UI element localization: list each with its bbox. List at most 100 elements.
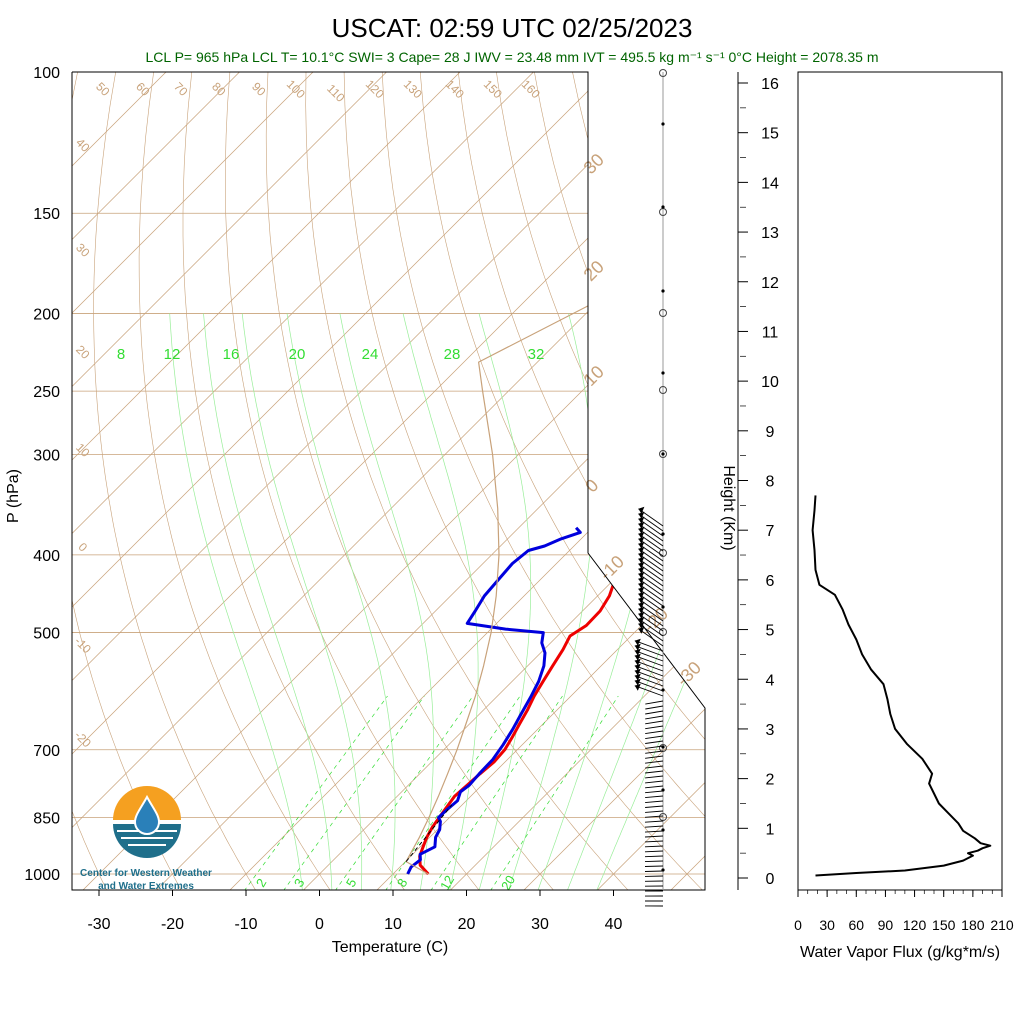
dry-adiabat-line	[46, 72, 181, 891]
wind-barb	[645, 726, 663, 729]
isotherm-line	[376, 72, 1024, 891]
flux-tick-label: 90	[878, 917, 894, 933]
flux-tick-label: 210	[990, 917, 1014, 933]
wind-barb	[645, 806, 663, 808]
theta-label: -10	[72, 634, 94, 656]
dry-adiabat-line	[94, 72, 257, 891]
theta-label: -20	[72, 728, 94, 750]
dry-adiabat-line	[183, 72, 405, 891]
height-tick-label: 4	[766, 672, 775, 689]
wind-barb	[645, 741, 663, 744]
flux-profile-line	[813, 495, 991, 875]
moist-adiabat-line	[204, 313, 332, 891]
pressure-tick-label: 100	[33, 65, 60, 82]
pressure-tick-label: 150	[33, 206, 60, 223]
wind-level-dot	[661, 452, 664, 455]
dry-adiabat-line	[801, 72, 1024, 891]
isotherm-line	[0, 72, 460, 891]
mixing-ratio-label: 5	[343, 876, 360, 890]
wind-barb-column	[635, 70, 667, 907]
y-axis-label: P (hPa)	[5, 469, 22, 523]
flux-tick-label: 120	[903, 917, 927, 933]
flux-tick-label: 60	[848, 917, 864, 933]
wind-level-dot	[661, 122, 664, 125]
wind-barb	[645, 706, 663, 709]
wind-barb	[645, 821, 663, 822]
theta-label: 10	[73, 440, 93, 460]
wind-barb	[645, 761, 663, 763]
height-tick-label: 6	[766, 573, 775, 590]
pressure-tick-label: 400	[33, 548, 60, 565]
wind-barb	[645, 856, 663, 857]
wind-barb	[645, 701, 663, 704]
wind-barb	[645, 781, 663, 783]
temperature-tick-label: -20	[161, 916, 184, 933]
mixing-ratio-line	[430, 696, 562, 891]
pressure-tick-label: 250	[33, 384, 60, 401]
isotherm-line	[0, 72, 387, 891]
moist-adiabat-line	[242, 313, 362, 891]
temperature-tick-label: 30	[531, 916, 549, 933]
height-tick-label: 3	[766, 722, 775, 739]
logo-text-line2: and Water Extremes	[98, 881, 194, 892]
dry-adiabat-line	[139, 72, 331, 891]
moist-adiabat-line	[287, 313, 395, 891]
x-axis-label: Temperature (C)	[332, 939, 448, 956]
skew-t-profiles	[406, 86, 968, 874]
wind-level-dot	[661, 205, 664, 208]
cw3e-logo: Center for Western Weather and Water Ext…	[80, 786, 212, 892]
pressure-tick-label: 200	[33, 306, 60, 323]
temperature-tick-label: 0	[315, 916, 324, 933]
flux-y-axis-label: Height (Km)	[720, 465, 737, 550]
moist-adiabat-line	[538, 313, 669, 891]
theta-label: 50	[93, 79, 113, 99]
wind-barb	[645, 786, 663, 788]
dry-adiabat-line	[611, 72, 1024, 891]
flux-tick-label: 180	[961, 917, 985, 933]
theta-label: 140	[443, 77, 467, 101]
dry-adiabat-line	[344, 72, 703, 891]
wind-barb	[645, 846, 663, 847]
wind-barb	[645, 711, 663, 714]
stats-line: LCL P= 965 hPa LCL T= 10.1°C SWI= 3 Cape…	[146, 49, 879, 65]
moist-adiabat-line	[170, 313, 303, 891]
wind-barb	[645, 796, 663, 798]
moist-adiabat-label: 32	[528, 346, 545, 363]
pressure-tick-label: 700	[33, 743, 60, 760]
wind-barb	[645, 771, 663, 773]
dry-adiabat-line	[839, 72, 1024, 891]
moist-adiabat-line	[567, 313, 754, 891]
mixing-ratio-line	[335, 696, 473, 891]
dewpoint-profile-line	[408, 528, 581, 874]
flux-tick-label: 30	[819, 917, 835, 933]
height-tick-label: 14	[761, 175, 779, 192]
isotherm-label: 0	[581, 475, 602, 496]
dry-adiabat-line	[382, 72, 778, 891]
dry-adiabat-line	[458, 72, 927, 891]
moist-adiabat-line	[403, 313, 478, 891]
height-tick-label: 7	[766, 523, 775, 540]
dry-adiabat-line	[915, 72, 1024, 891]
wind-barb	[645, 736, 663, 739]
isotherm-line	[0, 72, 240, 891]
height-tick-label: 2	[766, 772, 775, 789]
moist-adiabat-label: 16	[223, 346, 240, 363]
theta-label: 130	[401, 77, 425, 101]
wind-barb	[645, 716, 663, 719]
water-vapor-flux-panel: Water Vapor Flux (g/kg*m/s) Height (Km) …	[720, 72, 1014, 961]
pressure-tick-label: 300	[33, 448, 60, 465]
theta-label: 0	[76, 540, 91, 555]
height-tick-label: 8	[766, 474, 775, 491]
flux-tick-label: 0	[794, 917, 802, 933]
mixing-ratio-line	[490, 696, 618, 891]
theta-label: 40	[73, 135, 93, 155]
wind-barb	[645, 791, 663, 793]
isotherm-label: -10	[595, 551, 628, 584]
wind-barb	[645, 836, 663, 837]
flux-tick-label: 150	[932, 917, 956, 933]
theta-label: 90	[249, 79, 269, 99]
mixing-ratio-label: 8	[394, 876, 411, 890]
theta-label: 60	[133, 79, 153, 99]
